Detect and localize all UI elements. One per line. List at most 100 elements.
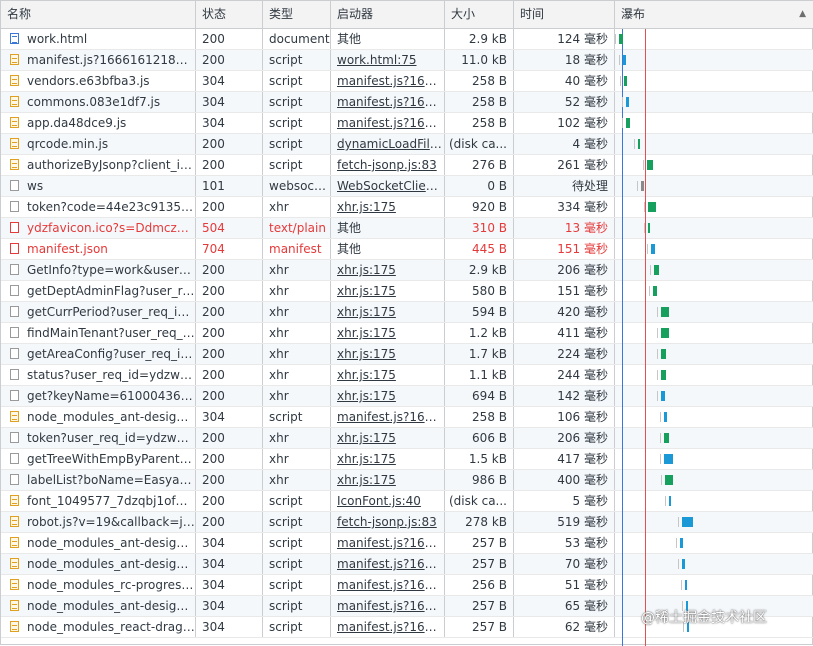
waterfall-bar[interactable] [648, 223, 650, 233]
waterfall-bar[interactable] [686, 601, 688, 611]
request-name: node_modules_ant-design_i... [1, 596, 196, 616]
waterfall-bar[interactable] [664, 412, 667, 422]
table-row[interactable]: ydzfavicon.ico?s=DdmczccVu 504 text/plain 其… [1, 218, 813, 239]
request-initiator[interactable]: fetch-jsonp.js:83 [331, 155, 445, 175]
request-initiator[interactable]: manifest.js?1666... [331, 596, 445, 616]
table-row[interactable]: findMainTenant?user_req_id... 200 xhr xhr.j… [1, 323, 813, 344]
table-row[interactable]: manifest.js?1666161218122 200 script work.h… [1, 50, 813, 71]
waterfall-bar[interactable] [664, 433, 669, 443]
table-row[interactable]: robot.js?v=19&callback=jso... 200 script fe… [1, 512, 813, 533]
request-initiator[interactable]: xhr.js:175 [331, 323, 445, 343]
request-initiator[interactable]: manifest.js?1666... [331, 533, 445, 553]
request-initiator[interactable]: work.html:75 [331, 50, 445, 70]
table-row[interactable]: app.da48dce9.js 304 script manifest.js?1666… [1, 113, 813, 134]
request-initiator[interactable]: IconFont.js:40 [331, 491, 445, 511]
request-initiator[interactable]: xhr.js:175 [331, 365, 445, 385]
table-row[interactable]: node_modules_ant-design_i... 304 script man… [1, 407, 813, 428]
request-initiator[interactable]: xhr.js:175 [331, 386, 445, 406]
waterfall-bar[interactable] [664, 454, 673, 464]
request-initiator[interactable]: fetch-jsonp.js:83 [331, 512, 445, 532]
column-header-type[interactable]: 类型 [263, 1, 331, 28]
waterfall-bar[interactable] [661, 391, 665, 401]
request-initiator[interactable]: xhr.js:175 [331, 470, 445, 490]
table-row[interactable]: font_1049577_7dzqbj1ofwd.js 200 script Icon… [1, 491, 813, 512]
request-initiator[interactable]: dynamicLoadFile... [331, 134, 445, 154]
waterfall-bar[interactable] [682, 517, 693, 527]
request-initiator[interactable]: xhr.js:175 [331, 449, 445, 469]
request-initiator[interactable]: WebSocketClien... [331, 176, 445, 196]
column-header-waterfall[interactable]: 瀑布 ▲ [615, 1, 813, 28]
waterfall-bar[interactable] [651, 244, 655, 254]
request-status: 304 [196, 407, 263, 427]
request-initiator[interactable]: manifest.js?1666... [331, 92, 445, 112]
request-initiator-text: manifest.js?1666... [337, 599, 445, 613]
request-status-text: 304 [202, 578, 225, 592]
waterfall-bar[interactable] [624, 76, 627, 86]
request-type-text: script [269, 137, 303, 151]
column-header-initiator[interactable]: 启动器 [331, 1, 445, 28]
table-row[interactable]: authorizeByJsonp?client_id... 200 script fe… [1, 155, 813, 176]
waterfall-bar[interactable] [661, 307, 669, 317]
waterfall-bar[interactable] [687, 622, 689, 632]
waterfall-bar[interactable] [647, 160, 653, 170]
table-row[interactable]: vendors.e63bfba3.js 304 script manifest.js?… [1, 71, 813, 92]
table-row[interactable]: work.html 200 document 其他 2.9 kB 124 毫秒 [1, 29, 813, 50]
waterfall-bar[interactable] [641, 181, 644, 191]
table-row[interactable]: get?keyName=6100043675... 200 xhr xhr.js:17… [1, 386, 813, 407]
table-row[interactable]: node_modules_ant-design_i... 304 script man… [1, 533, 813, 554]
request-initiator[interactable]: xhr.js:175 [331, 281, 445, 301]
request-initiator[interactable]: manifest.js?1666... [331, 617, 445, 637]
request-initiator[interactable]: manifest.js?1666... [331, 113, 445, 133]
table-row[interactable]: labelList?boName=Easyacc... 200 xhr xhr.js:… [1, 470, 813, 491]
request-name-text: GetInfo?type=work&user_re... [27, 263, 196, 277]
waterfall-bar[interactable] [653, 286, 657, 296]
waterfall-bar[interactable] [623, 55, 626, 65]
table-row[interactable]: node_modules_ant-design_i... 304 script man… [1, 554, 813, 575]
table-row[interactable]: getCurrPeriod?user_req_id=... 200 xhr xhr.j… [1, 302, 813, 323]
request-initiator[interactable]: manifest.js?1666... [331, 554, 445, 574]
table-row[interactable]: GetInfo?type=work&user_re... 200 xhr xhr.js… [1, 260, 813, 281]
table-row[interactable]: ws 101 websocket WebSocketClien... 0 B 待处理 [1, 176, 813, 197]
request-initiator[interactable]: xhr.js:175 [331, 197, 445, 217]
waterfall-bar[interactable] [619, 34, 623, 44]
waterfall-bar[interactable] [626, 118, 630, 128]
waterfall-bar[interactable] [661, 349, 666, 359]
request-initiator[interactable]: xhr.js:175 [331, 260, 445, 280]
table-row[interactable]: node_modules_ant-design_i... 304 script man… [1, 596, 813, 617]
column-header-time[interactable]: 时间 [514, 1, 615, 28]
table-row[interactable]: token?user_req_id=ydzwork... 200 xhr xhr.js… [1, 428, 813, 449]
waterfall-bar[interactable] [685, 580, 687, 590]
column-header-status[interactable]: 状态 [196, 1, 263, 28]
table-row[interactable]: node_modules_rc-progress... 304 script mani… [1, 575, 813, 596]
column-header-name[interactable]: 名称 [1, 1, 196, 28]
waterfall-bar[interactable] [669, 496, 671, 506]
table-row[interactable]: status?user_req_id=ydzwor... 200 xhr xhr.js… [1, 365, 813, 386]
table-row[interactable]: commons.083e1df7.js 304 script manifest.js?… [1, 92, 813, 113]
waterfall-bar[interactable] [665, 475, 673, 485]
request-initiator[interactable]: xhr.js:175 [331, 344, 445, 364]
table-row[interactable]: qrcode.min.js 200 script dynamicLoadFile...… [1, 134, 813, 155]
waterfall-bar[interactable] [648, 202, 656, 212]
sort-ascending-icon[interactable]: ▲ [799, 9, 806, 19]
table-row[interactable]: getDeptAdminFlag?user_re... 200 xhr xhr.js:… [1, 281, 813, 302]
table-row[interactable]: token?code=44e23c91358c... 200 xhr xhr.js:1… [1, 197, 813, 218]
request-initiator[interactable]: manifest.js?1666... [331, 407, 445, 427]
request-initiator[interactable]: xhr.js:175 [331, 428, 445, 448]
column-header-size[interactable]: 大小 [445, 1, 514, 28]
table-row[interactable]: manifest.json 704 manifest 其他 445 B 151 毫秒 [1, 239, 813, 260]
request-initiator[interactable]: manifest.js?1666... [331, 71, 445, 91]
waterfall-bar[interactable] [626, 97, 629, 107]
waterfall-bar[interactable] [661, 370, 666, 380]
waterfall-bar[interactable] [682, 559, 685, 569]
table-row[interactable]: getAreaConfig?user_req_id... 200 xhr xhr.js… [1, 344, 813, 365]
request-initiator[interactable]: xhr.js:175 [331, 302, 445, 322]
waterfall-bar[interactable] [654, 265, 659, 275]
table-row[interactable]: getTreeWithEmpByParentId... 200 xhr xhr.js:… [1, 449, 813, 470]
waterfall-bar[interactable] [638, 139, 640, 149]
waterfall-bar[interactable] [661, 328, 669, 338]
request-type-text: script [269, 620, 303, 634]
table-row[interactable]: node_modules_react-dragg... 304 script mani… [1, 617, 813, 638]
table-header: 名称 状态 类型 启动器 大小 时间 瀑布 ▲ [1, 1, 813, 29]
waterfall-bar[interactable] [680, 538, 683, 548]
request-initiator[interactable]: manifest.js?1666... [331, 575, 445, 595]
